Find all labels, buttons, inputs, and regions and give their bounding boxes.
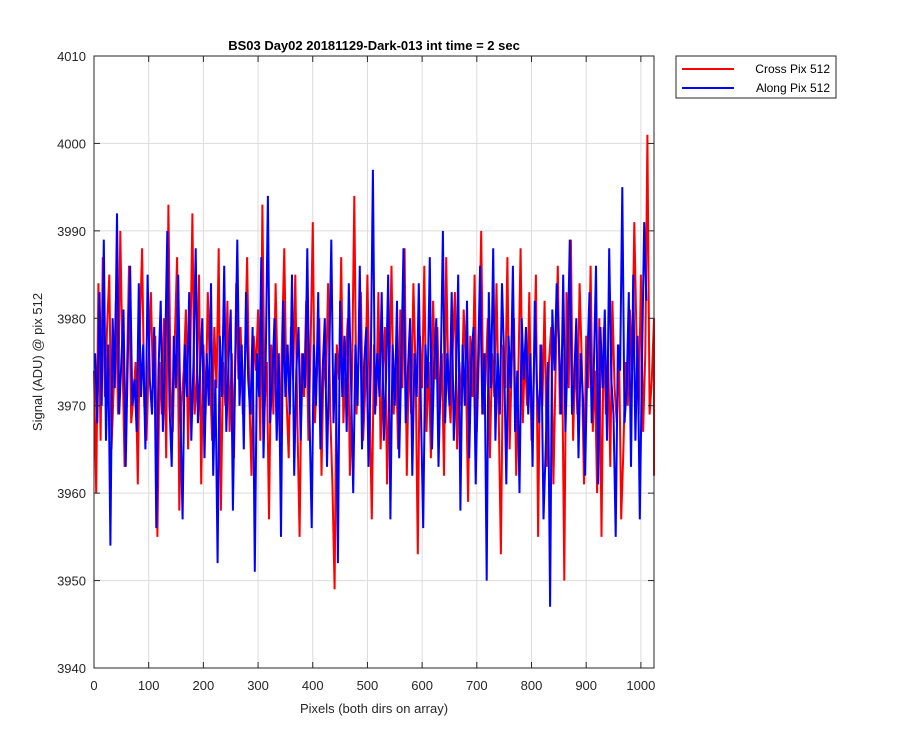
x-tick-label: 500 <box>357 678 379 693</box>
x-tick-label: 700 <box>466 678 488 693</box>
x-tick-label: 100 <box>138 678 160 693</box>
y-tick-label: 3940 <box>57 661 86 676</box>
axis-ticks: 0 100 200 300 400 500 600 700 800 900 1000 3940 3950… <box>57 49 655 693</box>
plot-frame <box>93 55 655 669</box>
x-tick-label: 600 <box>411 678 433 693</box>
y-tick-label: 3970 <box>57 399 86 414</box>
y-tick-label: 3950 <box>57 574 86 589</box>
y-tick-label: 4000 <box>57 136 86 151</box>
chart-title: BS03 Day02 20181129-Dark-013 int time = … <box>228 38 520 53</box>
y-tick-label: 4010 <box>57 49 86 64</box>
x-tick-label: 0 <box>90 678 97 693</box>
y-axis-label: Signal (ADU) @ pix 512 <box>30 293 45 431</box>
legend-entry-along: Along Pix 512 <box>756 81 830 95</box>
legend-box <box>675 55 837 99</box>
series-layer <box>93 134 655 607</box>
x-tick-label: 200 <box>193 678 215 693</box>
x-tick-label: 900 <box>575 678 597 693</box>
x-tick-label: 800 <box>521 678 543 693</box>
y-tick-label: 3960 <box>57 486 86 501</box>
y-tick-label: 3990 <box>57 224 86 239</box>
x-axis-label: Pixels (both dirs on array) <box>300 701 448 716</box>
x-tick-label: 1000 <box>626 678 655 693</box>
x-tick-label: 400 <box>302 678 324 693</box>
series-line-along-pix-512 <box>94 169 648 607</box>
x-tick-label: 300 <box>247 678 269 693</box>
y-tick-label: 3980 <box>57 311 86 326</box>
legend: Cross Pix 512 Along Pix 512 <box>675 55 837 99</box>
legend-entry-cross: Cross Pix 512 <box>755 62 830 76</box>
